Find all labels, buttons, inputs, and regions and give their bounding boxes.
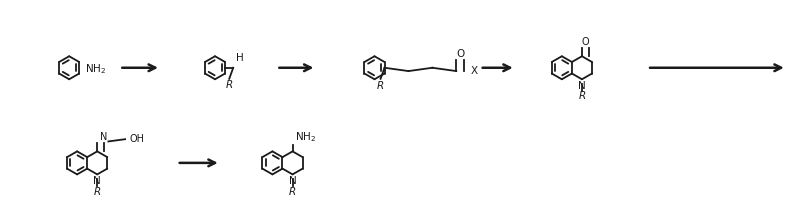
Text: R: R	[578, 91, 586, 101]
Text: NH$_2$: NH$_2$	[295, 130, 316, 144]
Text: N: N	[94, 176, 101, 186]
Text: R: R	[377, 81, 384, 91]
Text: R: R	[94, 187, 101, 196]
Text: NH$_2$: NH$_2$	[85, 62, 106, 76]
Text: R: R	[289, 187, 296, 196]
Text: H: H	[237, 53, 244, 63]
Text: X: X	[470, 66, 478, 76]
Text: OH: OH	[129, 134, 144, 144]
Text: N: N	[289, 176, 297, 186]
Text: N: N	[578, 81, 586, 90]
Text: R: R	[226, 80, 233, 90]
Text: N: N	[101, 132, 108, 142]
Text: O: O	[582, 37, 589, 47]
Text: O: O	[456, 49, 465, 59]
